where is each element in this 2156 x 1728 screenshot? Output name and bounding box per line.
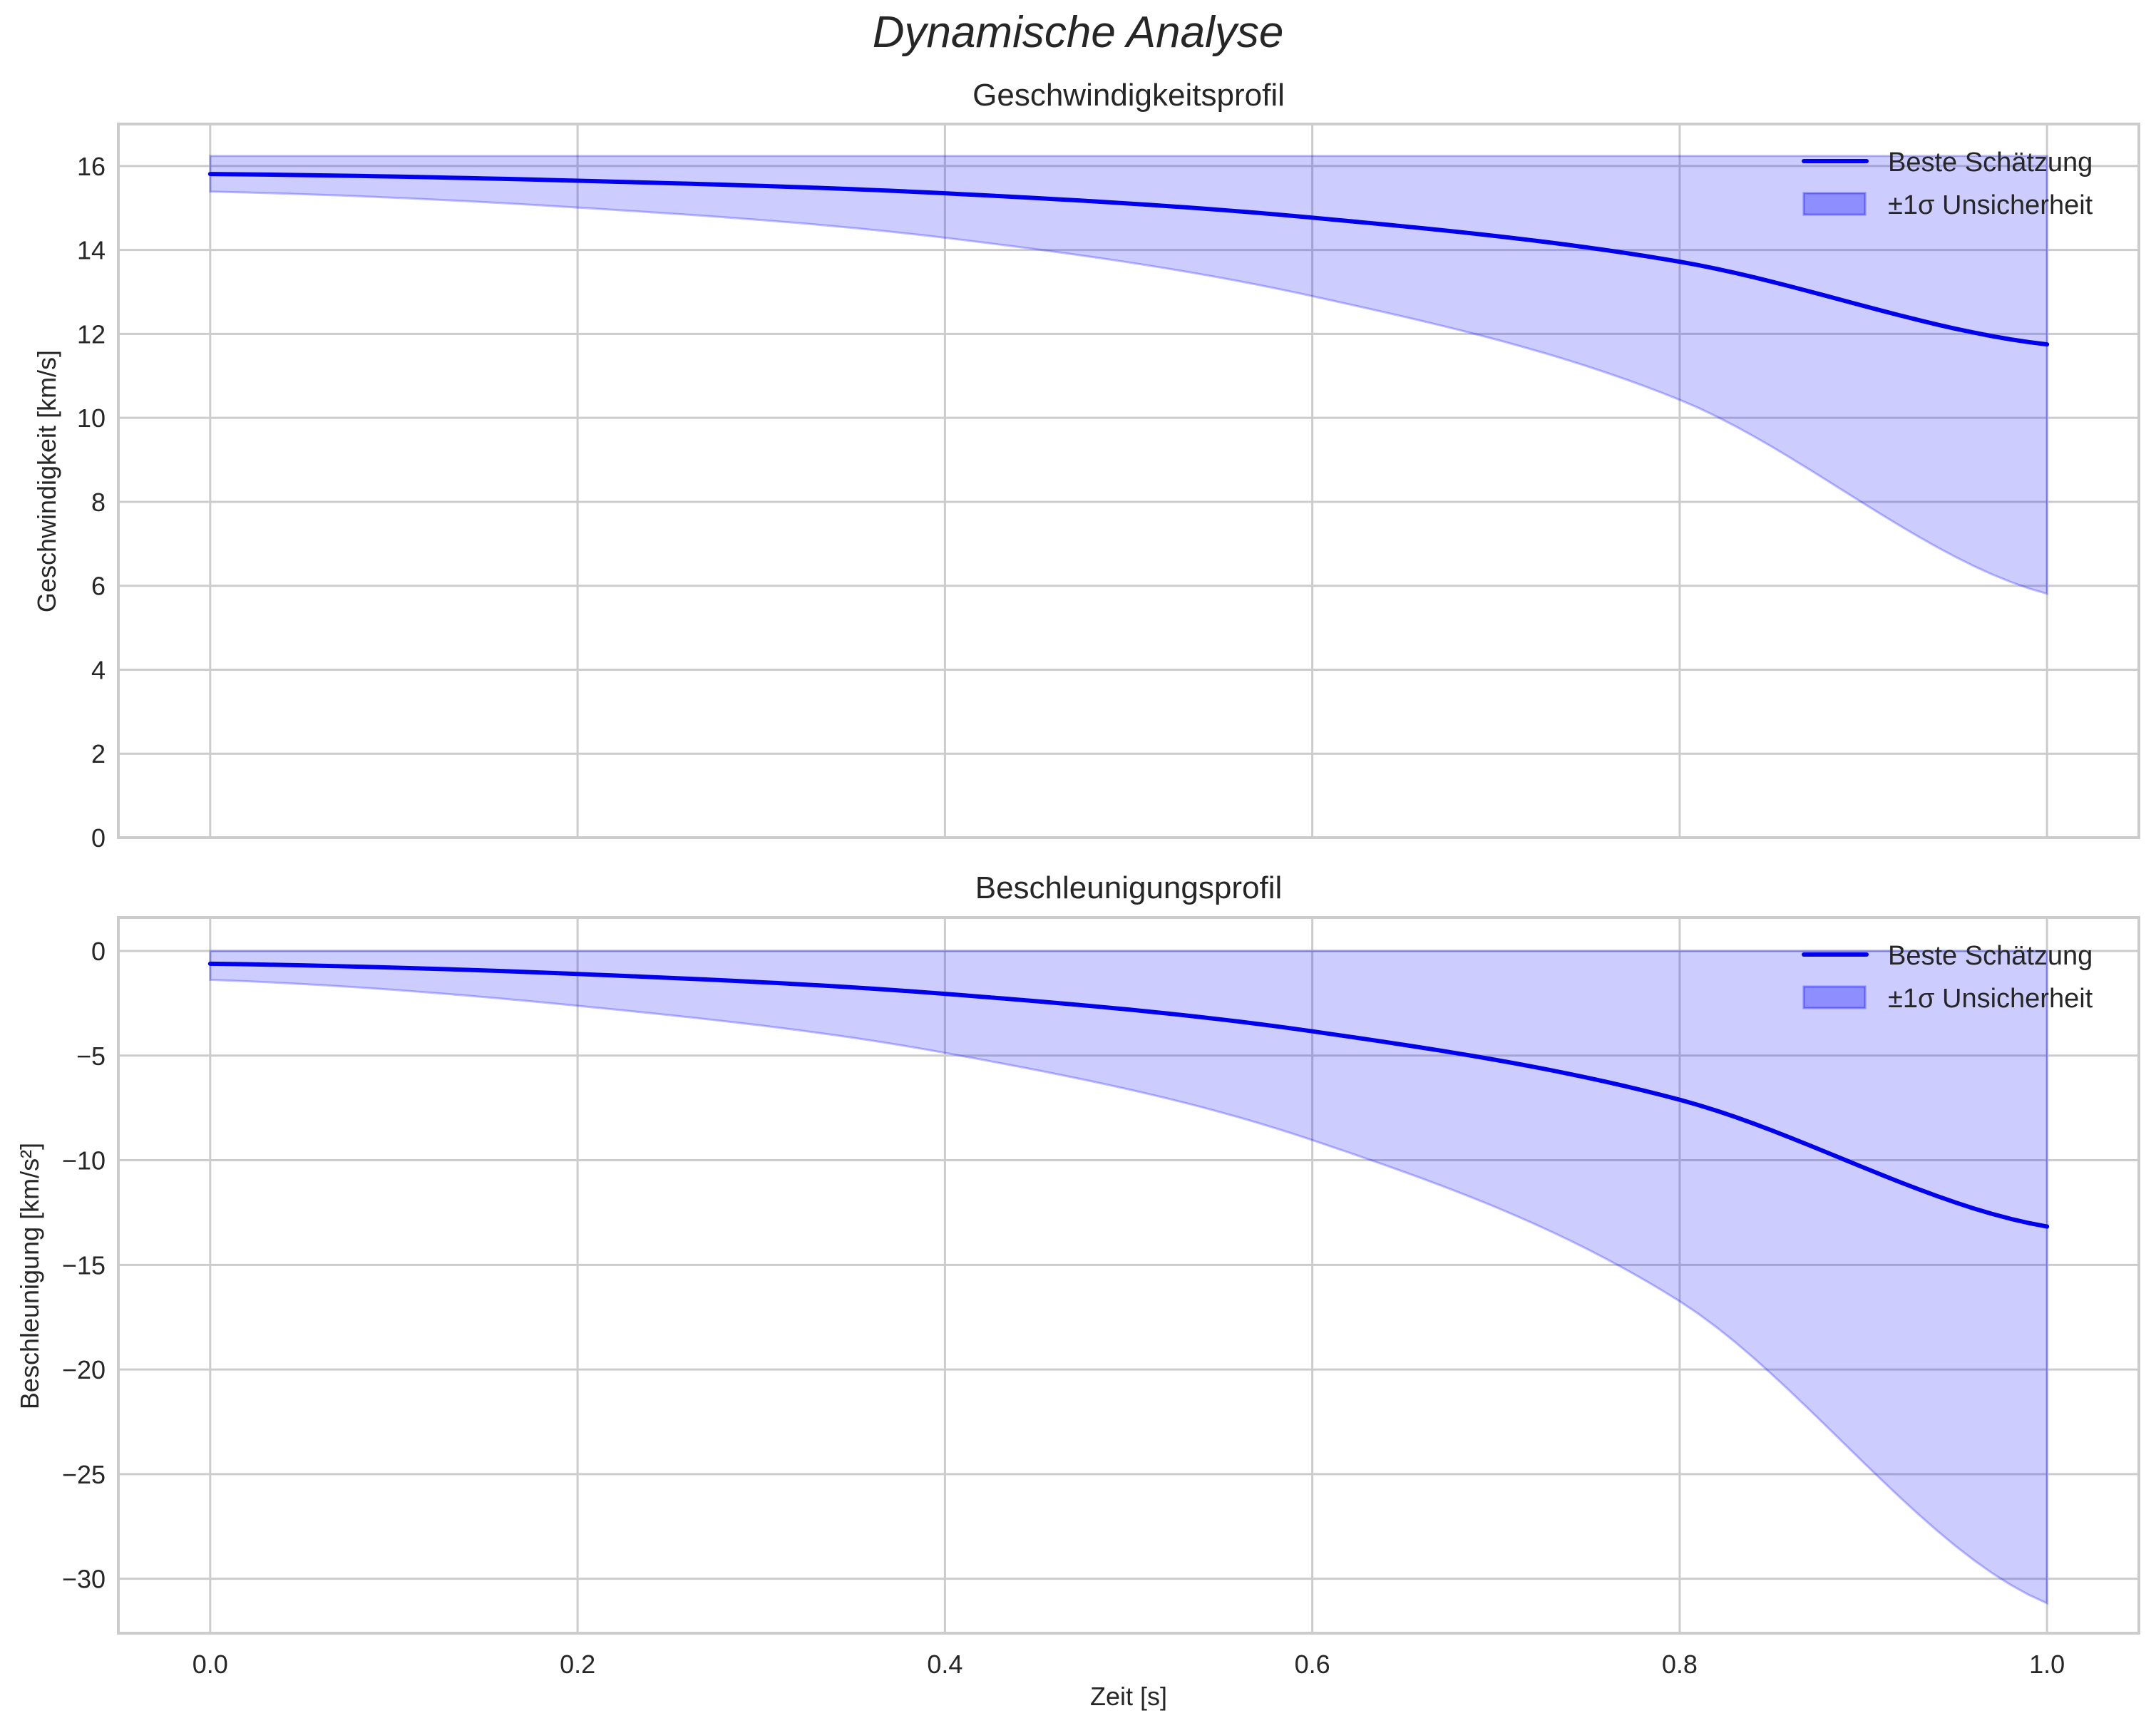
best-estimate-path xyxy=(207,961,2050,1229)
y-tick-label: 0 xyxy=(91,823,106,853)
x-tick-label: 0.6 xyxy=(1295,1650,1330,1679)
y-tick-label: 6 xyxy=(91,572,106,601)
acceleration-legend: Beste Schätzung ±1σ Unsicherheit xyxy=(1802,941,2093,1014)
y-tick-label: 14 xyxy=(77,236,106,265)
legend-label-best-estimate: Beste Schätzung xyxy=(1888,941,2093,971)
y-tick-label: −30 xyxy=(62,1565,106,1594)
legend-band-swatch xyxy=(1802,192,1867,216)
figure-suptitle: Dynamische Analyse xyxy=(873,8,1284,57)
best-estimate-path xyxy=(207,172,2050,347)
velocity-uncertainty-band xyxy=(209,155,2048,595)
x-axis-label: Zeit [s] xyxy=(1090,1682,1167,1711)
legend-label-uncertainty: ±1σ Unsicherheit xyxy=(1888,190,2093,220)
acceleration-chart: Beschleunigungsprofil 0 −5 −10 −15 −20 −25 −30… xyxy=(15,870,2140,1711)
x-tick-label: 0.8 xyxy=(1662,1650,1698,1679)
x-ticks: 0.0 0.2 0.4 0.6 0.8 1.0 xyxy=(192,1650,2065,1679)
y-tick-label: 2 xyxy=(91,739,106,768)
acceleration-chart-title: Beschleunigungsprofil xyxy=(975,870,1283,905)
y-tick-label: −10 xyxy=(62,1146,106,1176)
uncertainty-band-area xyxy=(209,950,2048,1605)
x-tick-label: 1.0 xyxy=(2029,1650,2065,1679)
acceleration-y-ticks: 0 −5 −10 −15 −20 −25 −30 xyxy=(62,937,106,1594)
velocity-grid xyxy=(118,124,2139,839)
x-tick-label: 0.0 xyxy=(192,1650,228,1679)
legend-label-best-estimate: Beste Schätzung xyxy=(1888,148,2093,178)
acceleration-best-estimate-line xyxy=(207,961,2050,1229)
x-tick-label: 0.2 xyxy=(560,1650,595,1679)
y-tick-label: −5 xyxy=(76,1042,106,1071)
velocity-chart: Geschwindigkeitsprofil 0 2 4 6 8 10 12 14 16 Ges… xyxy=(32,78,2140,853)
legend-band-swatch xyxy=(1802,985,1867,1009)
y-tick-label: −20 xyxy=(62,1355,106,1384)
y-tick-label: 0 xyxy=(91,937,106,966)
velocity-best-estimate-line xyxy=(207,172,2050,347)
x-tick-label: 0.4 xyxy=(927,1650,962,1679)
y-tick-label: −15 xyxy=(62,1250,106,1280)
y-tick-label: 10 xyxy=(77,403,106,433)
acceleration-axes-frame xyxy=(117,916,2140,1635)
acceleration-uncertainty-band xyxy=(209,950,2048,1605)
y-tick-label: 4 xyxy=(91,655,106,684)
y-tick-label: 8 xyxy=(91,488,106,517)
y-tick-label: 16 xyxy=(77,152,106,181)
y-tick-label: −25 xyxy=(62,1460,106,1489)
velocity-y-ticks: 0 2 4 6 8 10 12 14 16 xyxy=(77,152,106,853)
velocity-legend: Beste Schätzung ±1σ Unsicherheit xyxy=(1802,148,2093,220)
acceleration-y-axis-label: Beschleunigung [km/s²] xyxy=(15,1143,44,1409)
velocity-y-axis-label: Geschwindigkeit [km/s] xyxy=(32,350,61,612)
acceleration-grid xyxy=(118,917,2139,1633)
y-tick-label: 12 xyxy=(77,319,106,349)
legend-label-uncertainty: ±1σ Unsicherheit xyxy=(1888,984,2093,1014)
uncertainty-band-area xyxy=(209,155,2048,595)
velocity-chart-title: Geschwindigkeitsprofil xyxy=(972,78,1285,113)
velocity-axes-frame xyxy=(117,123,2140,839)
